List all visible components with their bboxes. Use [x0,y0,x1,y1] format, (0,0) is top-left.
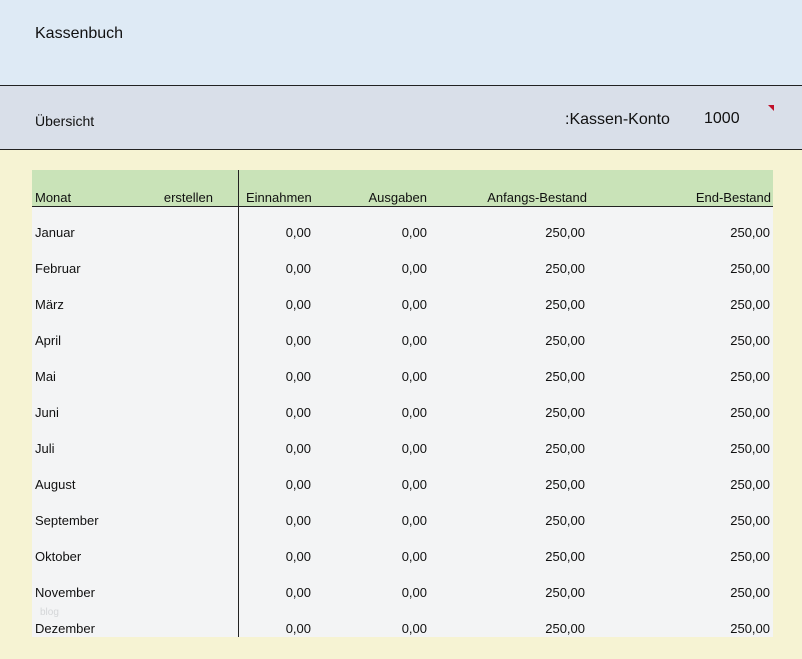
table-row: Oktober 0,00 0,00 250,00 250,00 [32,531,773,567]
cell-anfangs-bestand[interactable]: 250,00 [545,261,585,276]
cell-end-bestand[interactable]: 250,00 [730,585,770,600]
cell-anfangs-bestand[interactable]: 250,00 [545,549,585,564]
table-row: März 0,00 0,00 250,00 250,00 [32,279,773,315]
table-row: Dezember 0,00 0,00 250,00 250,00 [32,603,773,639]
cell-einnahmen[interactable]: 0,00 [285,261,311,276]
overview-table: Monat erstellen Einnahmen Ausgaben Anfan… [32,170,773,637]
table-row: November 0,00 0,00 250,00 250,00 [32,567,773,603]
cell-anfangs-bestand[interactable]: 250,00 [545,333,585,348]
cell-ausgaben[interactable]: 0,00 [401,585,427,600]
cell-month[interactable]: März [35,297,64,312]
cell-ausgaben[interactable]: 0,00 [401,477,427,492]
cell-anfangs-bestand[interactable]: 250,00 [545,477,585,492]
cell-end-bestand[interactable]: 250,00 [730,477,770,492]
title-band: Kassenbuch [0,0,802,86]
cell-ausgaben[interactable]: 0,00 [401,513,427,528]
cell-ausgaben[interactable]: 0,00 [401,333,427,348]
cell-end-bestand[interactable]: 250,00 [730,261,770,276]
cell-einnahmen[interactable]: 0,00 [285,513,311,528]
cell-ausgaben[interactable]: 0,00 [401,261,427,276]
cell-month[interactable]: Januar [35,225,75,240]
account-value-cell[interactable]: 1000 [704,110,740,127]
column-header-erstellen[interactable]: erstellen [163,190,213,205]
table-header: Monat erstellen Einnahmen Ausgaben Anfan… [32,170,773,207]
column-header-end-bestand: End-Bestand [695,190,771,205]
table-row: August 0,00 0,00 250,00 250,00 [32,459,773,495]
cell-ausgaben[interactable]: 0,00 [401,297,427,312]
cell-anfangs-bestand[interactable]: 250,00 [545,621,585,636]
cell-ausgaben[interactable]: 0,00 [401,621,427,636]
cell-anfangs-bestand[interactable]: 250,00 [545,225,585,240]
cell-ausgaben[interactable]: 0,00 [401,369,427,384]
cell-einnahmen[interactable]: 0,00 [285,225,311,240]
cell-ausgaben[interactable]: 0,00 [401,405,427,420]
column-header-ausgaben: Ausgaben [368,190,427,205]
cell-end-bestand[interactable]: 250,00 [730,333,770,348]
cell-end-bestand[interactable]: 250,00 [730,369,770,384]
cell-month[interactable]: Mai [35,369,56,384]
watermark: blog [40,607,59,618]
cell-anfangs-bestand[interactable]: 250,00 [545,369,585,384]
table-row: Mai 0,00 0,00 250,00 250,00 [32,351,773,387]
cell-einnahmen[interactable]: 0,00 [285,477,311,492]
table-row: Februar 0,00 0,00 250,00 250,00 [32,243,773,279]
cell-month[interactable]: Februar [35,261,81,276]
cell-einnahmen[interactable]: 0,00 [285,369,311,384]
cell-end-bestand[interactable]: 250,00 [730,621,770,636]
column-header-anfangs-bestand: Anfangs-Bestand [487,190,587,205]
cell-einnahmen[interactable]: 0,00 [285,585,311,600]
table-row: Juni 0,00 0,00 250,00 250,00 [32,387,773,423]
cell-month[interactable]: November [35,585,95,600]
subheader-band [0,86,802,150]
cell-einnahmen[interactable]: 0,00 [285,621,311,636]
cell-end-bestand[interactable]: 250,00 [730,549,770,564]
cell-ausgaben[interactable]: 0,00 [401,441,427,456]
page-title: Kassenbuch [35,25,124,42]
cell-einnahmen[interactable]: 0,00 [285,549,311,564]
cell-end-bestand[interactable]: 250,00 [730,441,770,456]
cell-end-bestand[interactable]: 250,00 [730,405,770,420]
cell-anfangs-bestand[interactable]: 250,00 [545,405,585,420]
cell-einnahmen[interactable]: 0,00 [285,333,311,348]
cell-month[interactable]: Juli [35,441,55,456]
comment-indicator-icon[interactable] [768,105,774,111]
cell-month[interactable]: September [35,513,99,528]
cell-month[interactable]: Oktober [35,549,82,564]
cell-ausgaben[interactable]: 0,00 [401,549,427,564]
table-row: April 0,00 0,00 250,00 250,00 [32,315,773,351]
table-row: September 0,00 0,00 250,00 250,00 [32,495,773,531]
account-label: :Kassen-Konto [565,111,670,128]
cell-end-bestand[interactable]: 250,00 [730,297,770,312]
cell-ausgaben[interactable]: 0,00 [401,225,427,240]
column-header-einnahmen: Einnahmen [246,190,312,205]
cell-month[interactable]: April [35,333,62,348]
table-row: Juli 0,00 0,00 250,00 250,00 [32,423,773,459]
cell-anfangs-bestand[interactable]: 250,00 [545,513,585,528]
column-divider [238,170,239,637]
cell-end-bestand[interactable]: 250,00 [730,225,770,240]
cell-month[interactable]: Dezember [35,621,95,636]
table-row: Januar 0,00 0,00 250,00 250,00 [32,207,773,243]
cell-einnahmen[interactable]: 0,00 [285,405,311,420]
overview-label: Übersicht [35,113,95,129]
cell-einnahmen[interactable]: 0,00 [285,441,311,456]
cell-anfangs-bestand[interactable]: 250,00 [545,297,585,312]
cell-month[interactable]: August [35,477,76,492]
column-header-monat: Monat [35,190,72,205]
cell-month[interactable]: Juni [35,405,59,420]
cell-end-bestand[interactable]: 250,00 [730,513,770,528]
cell-anfangs-bestand[interactable]: 250,00 [545,585,585,600]
cell-anfangs-bestand[interactable]: 250,00 [545,441,585,456]
cell-einnahmen[interactable]: 0,00 [285,297,311,312]
